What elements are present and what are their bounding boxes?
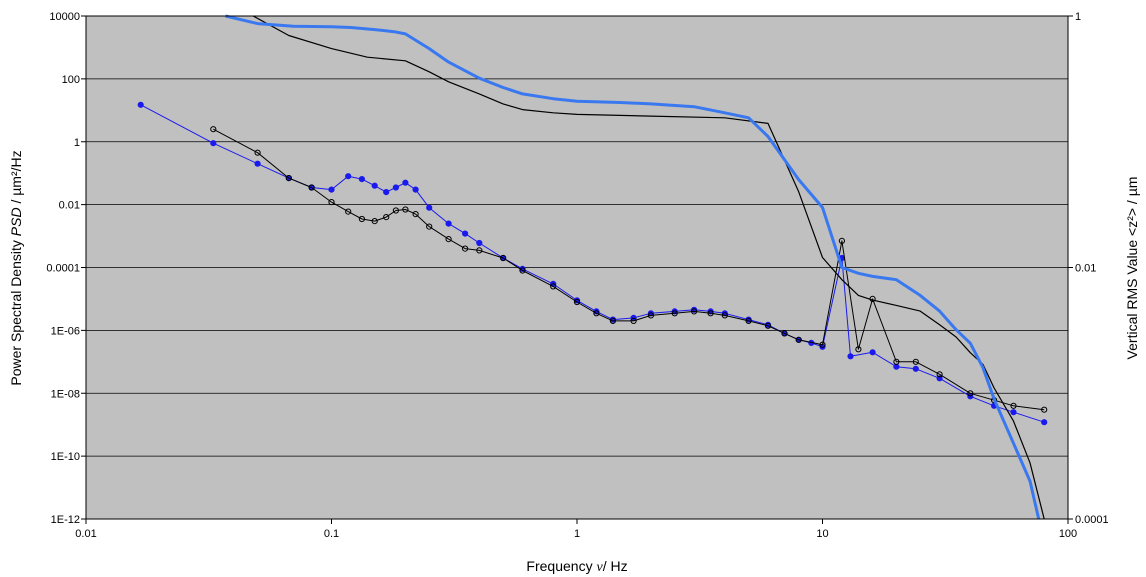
x-tick-label: 1 — [574, 528, 580, 540]
series-2-point — [550, 283, 557, 290]
y2-tick-label: 1 — [1075, 11, 1081, 23]
x-tick-label: 10 — [816, 528, 828, 540]
y-tick-label: 1E-12 — [51, 514, 80, 526]
series-2-point — [383, 214, 390, 221]
series-2-point — [893, 358, 900, 365]
series-2-point — [691, 308, 698, 315]
y-tick-label: 10000 — [49, 11, 80, 23]
series-2-point — [721, 312, 728, 319]
series-2-point — [967, 390, 974, 397]
x-tick-label: 100 — [1059, 528, 1077, 540]
x-axis-title: Frequency ν/ Hz — [526, 558, 627, 575]
series-2-point — [308, 184, 315, 191]
y2-tick-label: 0.01 — [1075, 263, 1096, 275]
gridlines — [86, 78, 1068, 457]
series-1-point — [847, 353, 854, 360]
y-axis-title: Power Spectral Density PSD / µm²/Hz — [8, 150, 24, 385]
series-1-point — [1041, 419, 1048, 426]
series-2-point — [1010, 402, 1017, 409]
series-1-point — [912, 365, 919, 372]
y-tick-label: 1E-08 — [51, 388, 80, 400]
series-1-point — [371, 182, 378, 189]
x-tick-label: 0.01 — [75, 528, 96, 540]
series-1-point — [869, 349, 876, 356]
y-tick-label: 0.0001 — [46, 263, 80, 275]
series-1-point — [328, 186, 335, 193]
series-2-point — [707, 310, 714, 317]
series-1-point — [412, 186, 419, 193]
series-2-point — [609, 317, 617, 324]
series-1-point — [392, 184, 399, 191]
series-2-point — [745, 317, 752, 324]
series-1-point — [402, 179, 409, 186]
series-1-point — [358, 176, 365, 183]
series-2-point — [328, 199, 335, 206]
series-2-point — [500, 254, 507, 262]
series-2-point — [254, 149, 261, 156]
series-2-point — [647, 312, 655, 319]
series-1-point — [383, 189, 390, 196]
series-1-point — [345, 173, 352, 180]
series-2-point — [936, 371, 943, 378]
series-2-point — [371, 218, 378, 225]
y-tick-label: 1 — [74, 137, 80, 149]
series-1-point — [445, 220, 452, 227]
x-tick-label: 0.1 — [324, 528, 339, 540]
y-tick-label: 1E-06 — [51, 325, 80, 337]
series-2-point — [476, 247, 483, 254]
series-layer — [137, 14, 1048, 520]
series-2-point — [764, 322, 772, 329]
series-2-line — [213, 128, 1045, 411]
series-1-point — [210, 140, 217, 147]
series-1-point — [137, 101, 144, 108]
tick-layer: 1E-12 1E-10 1E-08 1E-06 0.0001 0.01 1 100 10000 0… — [46, 11, 1108, 540]
series-2-point — [912, 358, 919, 365]
series-2-point — [855, 346, 862, 353]
series-2-point — [392, 207, 399, 214]
series-4-line — [225, 14, 1041, 520]
series-2-point — [593, 310, 600, 317]
series-2-point — [838, 237, 846, 244]
series-1-point — [462, 230, 469, 237]
series-2-point — [210, 126, 217, 133]
series-2-point — [795, 336, 802, 343]
series-1-point — [254, 160, 261, 167]
y2-axis-title: Vertical RMS Value <z²> / µm — [1124, 177, 1140, 360]
series-2-point — [630, 317, 637, 324]
series-2-point — [573, 298, 581, 306]
series-2-point — [345, 208, 352, 215]
series-2-point — [358, 215, 365, 223]
series-2-point — [285, 175, 292, 182]
series-1-point — [476, 239, 483, 247]
series-2-point — [519, 267, 526, 274]
series-2-point — [402, 206, 409, 213]
series-2-point — [445, 236, 452, 243]
series-2-point — [819, 341, 826, 348]
series-2-point — [462, 245, 469, 252]
series-1-point — [426, 204, 433, 211]
series-2-point — [412, 211, 419, 218]
series-2-point — [671, 310, 678, 317]
series-2-point — [426, 223, 433, 230]
y-tick-label: 0.01 — [59, 200, 80, 212]
y-tick-label: 100 — [62, 74, 80, 86]
series-2-point — [1041, 406, 1048, 413]
series-1-point — [1010, 409, 1017, 416]
y2-tick-label: 0.0001 — [1075, 514, 1109, 526]
y-tick-label: 1E-10 — [51, 451, 80, 463]
series-2-point — [781, 330, 788, 337]
